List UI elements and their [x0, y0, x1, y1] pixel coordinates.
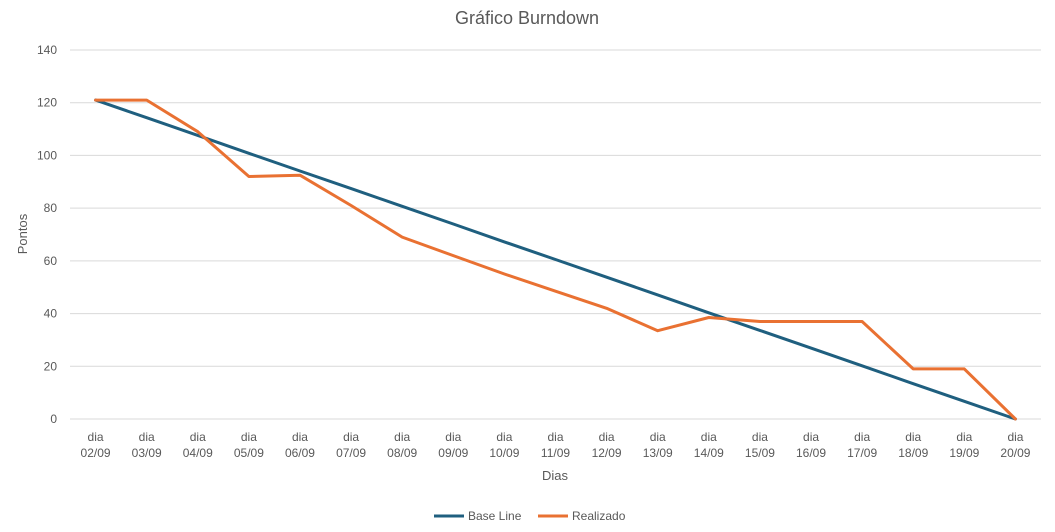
legend-item: Realizado	[538, 509, 626, 523]
x-tick-line: 09/09	[438, 446, 468, 460]
x-tick-line: 15/09	[745, 446, 775, 460]
x-tick-line: dia	[139, 430, 155, 444]
chart-title: Gráfico Burndown	[455, 8, 599, 28]
x-tick-label: dia 18/09	[898, 430, 928, 460]
x-tick-line: 11/09	[541, 446, 570, 460]
y-tick-label: 100	[37, 148, 57, 162]
x-tick-line: dia	[599, 430, 615, 444]
series-line-realizado	[94, 98, 1017, 421]
x-tick-line: dia	[854, 430, 870, 444]
x-tick-line: dia	[292, 430, 308, 444]
series-line-base-line	[94, 98, 1017, 421]
x-tick-label: dia 19/09	[949, 430, 979, 460]
x-tick-label: dia 16/09	[796, 430, 826, 460]
x-tick-line: 04/09	[183, 446, 213, 460]
x-tick-line: dia	[394, 430, 410, 444]
x-tick-label: dia 06/09	[285, 430, 315, 460]
x-tick-line: 14/09	[694, 446, 724, 460]
x-tick-label: dia 02/09	[81, 430, 111, 460]
x-tick-line: 05/09	[234, 446, 264, 460]
x-tick-line: dia	[650, 430, 666, 444]
x-tick-line: dia	[88, 430, 104, 444]
x-tick-label: dia 07/09	[336, 430, 366, 460]
x-tick-line: 18/09	[898, 446, 928, 460]
x-tick-label: dia 08/09	[387, 430, 417, 460]
x-tick-line: 02/09	[81, 446, 111, 460]
x-axis-title: Dias	[542, 468, 569, 483]
y-tick-label: 60	[44, 254, 58, 268]
x-tick-line: dia	[905, 430, 921, 444]
y-tick-label: 120	[37, 96, 57, 110]
grid-lines	[70, 49, 1041, 420]
x-tick-label: dia 10/09	[489, 430, 519, 460]
x-tick-line: dia	[956, 430, 972, 444]
x-tick-label: dia 04/09	[183, 430, 213, 460]
y-axis-ticks: 0 20 40 60 80 100 120 140	[37, 43, 57, 426]
x-tick-label: dia 05/09	[234, 430, 264, 460]
x-tick-label: dia 20/09	[1000, 430, 1030, 460]
x-tick-label: dia 17/09	[847, 430, 877, 460]
x-tick-line: 13/09	[643, 446, 673, 460]
x-tick-line: 10/09	[489, 446, 519, 460]
legend: Base Line Realizado	[434, 509, 626, 523]
y-tick-label: 0	[50, 412, 57, 426]
x-tick-label: dia 15/09	[745, 430, 775, 460]
x-tick-line: 12/09	[592, 446, 622, 460]
x-tick-line: 06/09	[285, 446, 315, 460]
x-tick-line: dia	[445, 430, 461, 444]
x-tick-label: dia 11/09	[541, 430, 570, 460]
y-axis-title: Pontos	[15, 213, 30, 254]
x-tick-line: dia	[547, 430, 563, 444]
x-tick-line: dia	[343, 430, 359, 444]
x-tick-label: dia 13/09	[643, 430, 673, 460]
x-tick-line: 08/09	[387, 446, 417, 460]
x-tick-line: dia	[241, 430, 257, 444]
legend-label: Realizado	[572, 509, 626, 523]
x-tick-line: dia	[701, 430, 717, 444]
y-tick-label: 80	[44, 201, 58, 215]
x-axis-ticks: dia 02/09 dia 03/09 dia 04/09 dia 05/09 dia 06/09…	[81, 430, 1031, 460]
x-tick-line: 19/09	[949, 446, 979, 460]
legend-label: Base Line	[468, 509, 522, 523]
x-tick-line: dia	[1007, 430, 1023, 444]
x-tick-line: dia	[496, 430, 512, 444]
x-tick-line: 07/09	[336, 446, 366, 460]
x-tick-line: dia	[803, 430, 819, 444]
x-tick-label: dia 14/09	[694, 430, 724, 460]
x-tick-label: dia 12/09	[592, 430, 622, 460]
x-tick-line: dia	[752, 430, 768, 444]
legend-item: Base Line	[434, 509, 522, 523]
series-lines	[94, 98, 1017, 421]
y-tick-label: 20	[44, 359, 58, 373]
x-tick-line: 16/09	[796, 446, 826, 460]
x-tick-label: dia 03/09	[132, 430, 162, 460]
y-tick-label: 140	[37, 43, 57, 57]
y-tick-label: 40	[44, 307, 58, 321]
x-tick-line: dia	[190, 430, 206, 444]
x-tick-label: dia 09/09	[438, 430, 468, 460]
x-tick-line: 20/09	[1000, 446, 1030, 460]
x-tick-line: 03/09	[132, 446, 162, 460]
x-tick-line: 17/09	[847, 446, 877, 460]
